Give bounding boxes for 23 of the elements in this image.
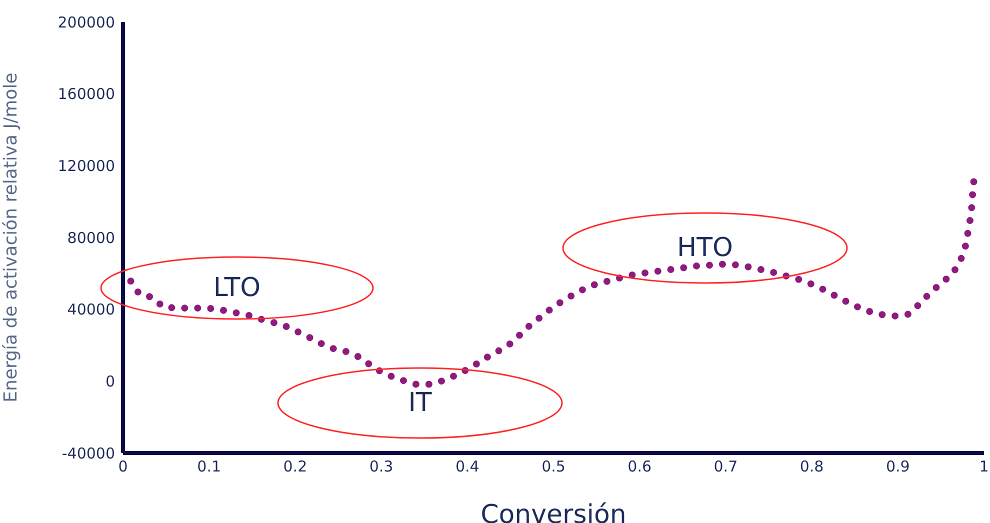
y-tick-label: -40000 bbox=[62, 444, 115, 462]
x-tick-label: 0.8 bbox=[800, 458, 824, 476]
y-tick-label: 0 bbox=[105, 372, 115, 390]
annotation: LTO bbox=[213, 273, 261, 303]
y-tick-label: 120000 bbox=[58, 156, 115, 175]
x-tick-label: 0.4 bbox=[455, 458, 480, 476]
x-tick-label: 0.9 bbox=[886, 458, 910, 476]
x-tick-label: 0.5 bbox=[542, 458, 566, 476]
annotation: HTO bbox=[677, 233, 733, 263]
x-tick-label: 0.7 bbox=[714, 458, 738, 476]
y-tick-label: 160000 bbox=[58, 85, 115, 104]
x-tick-label: 0.2 bbox=[283, 458, 308, 476]
y-tick-label: 40000 bbox=[67, 300, 115, 319]
x-tick-label: 0.3 bbox=[369, 458, 394, 476]
y-axis-title: Energía de activación relativa J/mole bbox=[0, 72, 22, 402]
y-tick-label: 80000 bbox=[67, 228, 115, 247]
x-axis-title: Conversión bbox=[480, 500, 626, 523]
x-tick-label: 0.6 bbox=[628, 458, 652, 476]
y-tick-label: 200000 bbox=[58, 13, 115, 32]
annotation: IT bbox=[408, 388, 432, 418]
x-tick-label: 1 bbox=[979, 458, 989, 476]
x-tick-label: 0 bbox=[118, 458, 128, 476]
x-tick-label: 0.1 bbox=[197, 458, 222, 476]
